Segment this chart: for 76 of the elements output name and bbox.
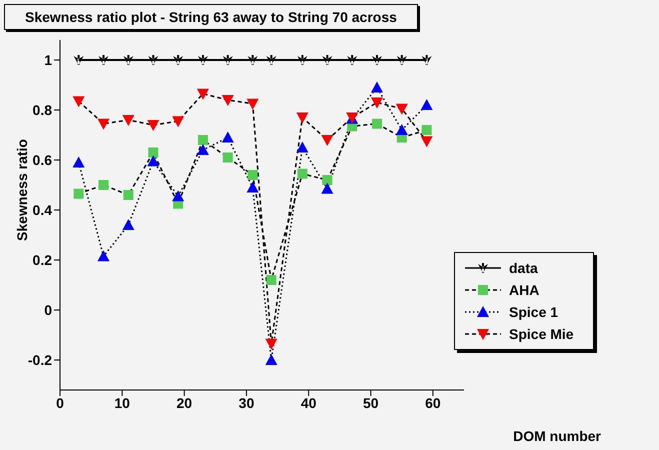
y-tick-label: 0.8 <box>32 102 52 118</box>
point <box>297 168 308 179</box>
point <box>422 125 432 135</box>
point <box>370 98 383 108</box>
point <box>296 112 308 124</box>
point <box>265 338 278 350</box>
point <box>420 99 433 110</box>
point <box>322 55 332 65</box>
chart-title: Skewness ratio plot - String 63 away to String 70 across <box>4 4 418 30</box>
point <box>196 88 209 100</box>
y-axis-title: Skewness ratio <box>14 139 30 241</box>
point <box>222 55 233 65</box>
point <box>147 155 160 166</box>
y-tick-label: 0.2 <box>32 252 52 268</box>
point <box>422 55 432 65</box>
point <box>396 55 407 65</box>
point <box>246 182 259 192</box>
point <box>266 55 276 65</box>
point <box>222 95 234 106</box>
point <box>265 354 278 365</box>
y-tick-label: 0 <box>44 302 52 318</box>
y-tick-label: -0.2 <box>28 352 52 368</box>
x-tick-label: 20 <box>176 394 192 411</box>
point <box>248 55 258 65</box>
point <box>122 115 134 126</box>
point <box>122 219 134 230</box>
y-tick-label: 0.6 <box>32 152 52 168</box>
point <box>72 156 85 168</box>
x-tick-label: 40 <box>300 394 317 411</box>
point <box>296 142 308 152</box>
point <box>248 170 258 180</box>
point <box>72 96 85 108</box>
point <box>372 55 382 65</box>
point <box>198 55 208 65</box>
x-tick-label: 60 <box>425 394 441 411</box>
x-tick-label: 0 <box>56 394 64 411</box>
point <box>420 136 433 148</box>
point <box>222 152 233 162</box>
legend-label: Spice 1 <box>509 304 558 320</box>
point <box>370 82 383 92</box>
point <box>347 55 358 65</box>
point <box>172 116 184 128</box>
point <box>148 55 158 65</box>
point <box>147 120 160 131</box>
legend-label: Spice Mie <box>509 326 574 342</box>
point <box>123 190 134 200</box>
point <box>396 104 408 115</box>
y-tick-label: 0.4 <box>32 202 52 218</box>
point <box>198 135 208 145</box>
x-axis-title: DOM number <box>513 428 601 444</box>
point <box>74 188 84 199</box>
point <box>321 135 334 146</box>
x-tick-label: 50 <box>362 394 379 411</box>
point <box>98 250 110 262</box>
point <box>98 180 109 190</box>
point <box>98 118 110 130</box>
point <box>123 55 134 65</box>
point <box>372 118 382 129</box>
point <box>297 55 308 65</box>
point <box>246 98 259 110</box>
x-tick-label: 10 <box>114 394 130 411</box>
point <box>322 175 332 185</box>
legend-label: data <box>509 260 538 276</box>
point <box>222 132 234 142</box>
point <box>172 190 184 202</box>
x-tick-label: 30 <box>238 394 254 411</box>
legend-label: AHA <box>509 282 540 298</box>
point <box>98 55 109 65</box>
point <box>148 148 158 158</box>
point <box>321 182 334 194</box>
point <box>74 55 84 65</box>
point <box>173 55 184 65</box>
point <box>396 124 408 135</box>
y-tick-label: 1 <box>44 52 52 68</box>
point <box>196 144 209 155</box>
point <box>266 275 276 285</box>
